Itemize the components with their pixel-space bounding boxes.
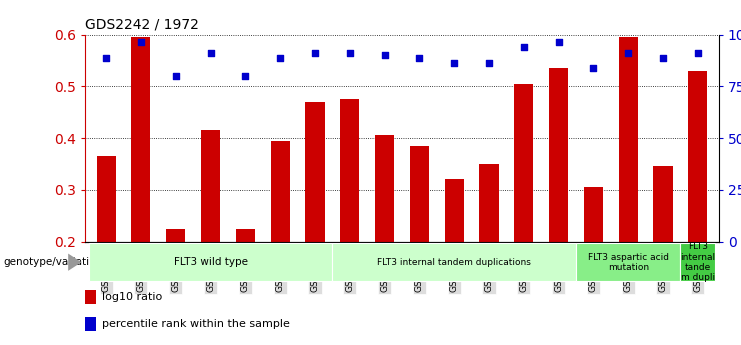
Bar [131,37,150,241]
Point [205,50,216,56]
Point [553,40,565,45]
Point [274,55,286,61]
Point [622,50,634,56]
Text: percentile rank within the sample: percentile rank within the sample [102,319,290,329]
Bar [619,37,638,241]
Point [239,73,251,79]
Bar [270,141,290,242]
Bar [514,84,534,242]
Text: GDS2242 / 1972: GDS2242 / 1972 [85,18,199,32]
Point [344,50,356,56]
Text: FLT3 aspartic acid
mutation: FLT3 aspartic acid mutation [588,253,669,272]
Point [483,60,495,66]
Point [413,55,425,61]
Bar [201,130,220,242]
Point [518,45,530,50]
Text: genotype/variation: genotype/variation [4,257,103,267]
Bar [445,179,464,242]
Point [657,55,669,61]
Bar [96,156,116,241]
Bar [479,164,499,242]
Point [309,50,321,56]
Bar [688,71,708,242]
Text: FLT3
internal
tande
m dupli: FLT3 internal tande m dupli [680,242,716,282]
Bar [236,228,255,242]
Point [379,52,391,58]
Point [135,40,147,45]
Bar [166,228,185,242]
Bar [305,102,325,242]
Bar [549,68,568,242]
Bar [340,99,359,242]
Point [170,73,182,79]
Point [100,55,112,61]
Point [448,60,460,66]
Text: log10 ratio: log10 ratio [102,292,162,302]
Bar [410,146,429,242]
Text: FLT3 internal tandem duplications: FLT3 internal tandem duplications [377,258,531,267]
Point [588,66,599,71]
Bar [654,167,673,242]
Point [692,50,704,56]
Bar [375,135,394,242]
Bar [584,187,603,241]
Text: FLT3 wild type: FLT3 wild type [173,257,247,267]
